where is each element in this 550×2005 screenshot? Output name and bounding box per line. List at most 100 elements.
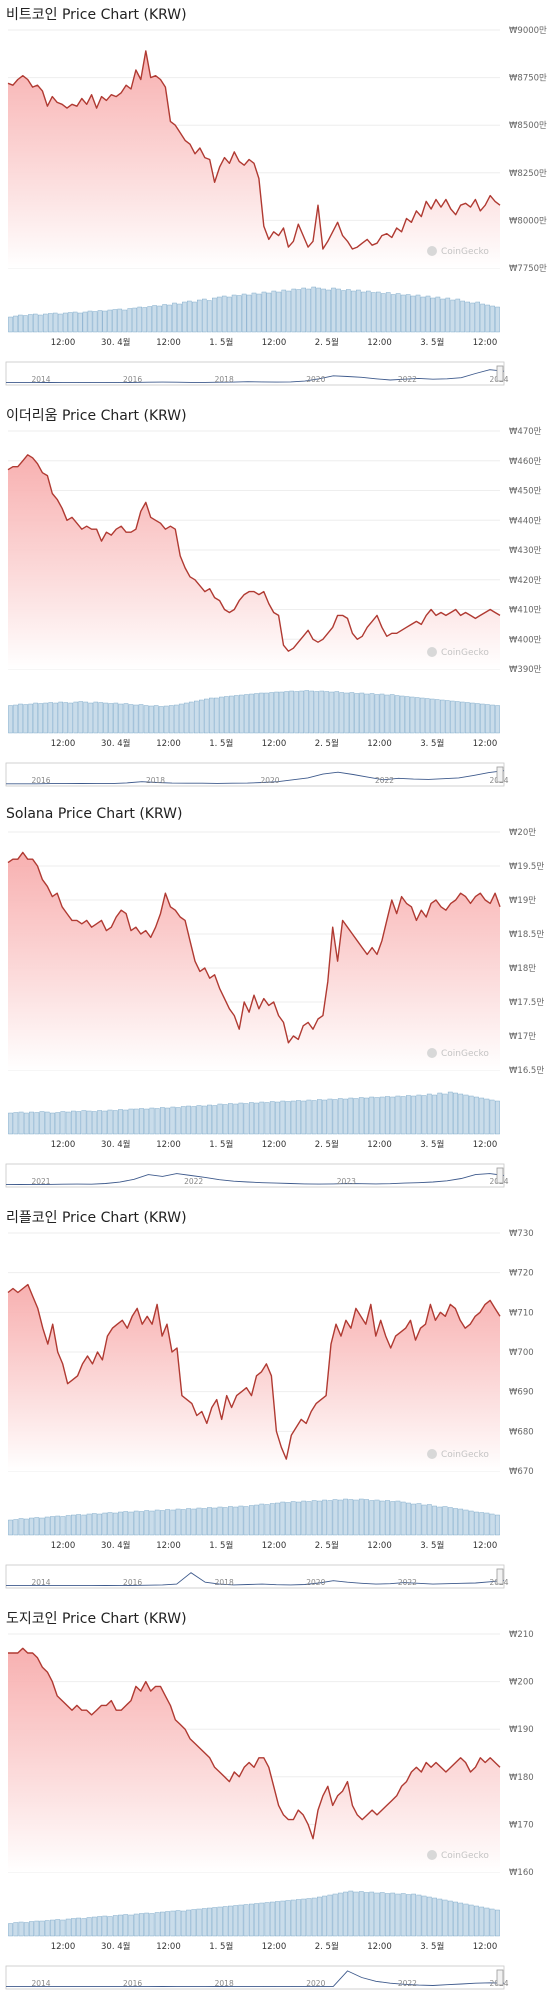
volume-bar (182, 301, 187, 333)
volume-bar (44, 1111, 50, 1135)
volume-bar (39, 1111, 45, 1135)
chart-panel-solana: Solana Price Chart (KRW) ₩20만 ₩19.5만 ₩19만 ₩… (0, 802, 550, 1203)
navigator-year-label: 2020 (260, 776, 279, 785)
volume-bar (196, 1908, 202, 1937)
navigator-handle[interactable] (496, 1568, 504, 1585)
x-tick-label: 1. 5월 (209, 1540, 233, 1551)
x-tick-label: 3. 5월 (420, 1139, 444, 1150)
navigator-handle[interactable] (496, 365, 504, 382)
volume-bar (34, 1517, 40, 1536)
volume-bar (18, 314, 23, 333)
navigator-year-label: 2016 (31, 776, 50, 785)
volume-bar (55, 1112, 61, 1135)
volume-bar (76, 1514, 82, 1536)
price-chart-svg[interactable]: ₩9000만 ₩8750만 ₩8500만 ₩8250만 ₩8000만 ₩7750만 Coin… (0, 0, 550, 401)
volume-bar (67, 312, 73, 333)
volume-bar (63, 702, 68, 734)
volume-bar (149, 1107, 155, 1135)
volume-bar (385, 1096, 390, 1135)
volume-bar (180, 1509, 186, 1536)
volume-bar (266, 292, 272, 333)
y-tick-label: ₩16.5만 (509, 1066, 544, 1076)
volume-bar (62, 312, 68, 333)
volume-bar (264, 692, 269, 734)
volume-bar (128, 704, 134, 734)
volume-bar (29, 1111, 34, 1135)
volume-bar (112, 1512, 118, 1536)
volume-bar (337, 1892, 343, 1937)
volume-bar (248, 1102, 254, 1135)
volume-bar (314, 691, 320, 734)
volume-bar (437, 1506, 443, 1536)
price-chart-svg[interactable]: ₩470만 ₩460만 ₩450만 ₩440만 ₩430만 ₩420만 ₩410만 ₩400만… (0, 401, 550, 802)
navigator-handle[interactable] (496, 1167, 504, 1184)
volume-bar (107, 309, 113, 333)
chart-panel-dogecoin: 도지코인 Price Chart (KRW) ₩210 ₩200 ₩190 ₩180 ₩… (0, 1604, 550, 2005)
x-tick-label: 30. 4월 (101, 738, 130, 749)
volume-bar (331, 287, 336, 333)
price-chart-svg[interactable]: ₩20만 ₩19.5만 ₩19만 ₩18.5만 ₩18만 ₩17.5만 ₩17만 ₩16.5만… (0, 802, 550, 1203)
volume-bar (207, 1507, 212, 1536)
volume-bar (317, 1896, 322, 1937)
volume-bar (201, 298, 207, 333)
volume-bar (48, 702, 53, 734)
navigator-year-label: 2022 (375, 776, 394, 785)
volume-bar (44, 1516, 50, 1536)
x-tick-label: 30. 4월 (101, 1941, 130, 1952)
volume-bar (23, 1518, 29, 1536)
x-tick-label: 12:00 (367, 1942, 392, 1952)
volume-bar (348, 1499, 354, 1536)
navigator-frame (5, 1564, 505, 1589)
volume-bar (133, 1108, 139, 1135)
navigator-handle[interactable] (496, 766, 504, 783)
volume-bar (484, 1098, 490, 1135)
volume-bar (275, 1502, 280, 1536)
volume-bar (495, 1514, 500, 1536)
volume-bar (358, 1097, 364, 1135)
volume-bar (231, 294, 237, 333)
volume-bar (107, 1916, 113, 1937)
chart-panel-bitcoin: 비트코인 Price Chart (KRW) ₩9000만 ₩8750만 ₩8500… (0, 0, 550, 401)
x-tick-label: 2. 5월 (315, 337, 339, 348)
volume-bar (348, 1097, 354, 1135)
x-tick-label: 12:00 (51, 338, 76, 348)
x-tick-label: 2. 5월 (315, 1540, 339, 1551)
volume-bar (390, 1892, 396, 1937)
y-tick-label: ₩180 (509, 1773, 534, 1783)
volume-bar (159, 1107, 165, 1135)
volume-bar (227, 1905, 233, 1937)
volume-bar (259, 1101, 265, 1135)
x-tick-label: 3. 5월 (420, 1540, 444, 1551)
y-tick-label: ₩8250만 (509, 169, 547, 179)
volume-bar (468, 1095, 474, 1135)
coingecko-logo-icon (427, 647, 437, 657)
volume-bar (321, 288, 326, 333)
volume-bar (154, 1912, 160, 1937)
price-line (8, 1647, 501, 1840)
price-line (7, 50, 501, 250)
volume-bar (426, 1896, 432, 1937)
volume-bar (91, 1111, 97, 1135)
volume-bar (339, 692, 345, 734)
price-chart-svg[interactable]: ₩210 ₩200 ₩190 ₩180 ₩170 ₩160 CoinGecko 12:00 30… (0, 1604, 550, 2005)
volume-bar (261, 291, 267, 333)
price-chart-svg[interactable]: ₩730 ₩720 ₩710 ₩700 ₩690 ₩680 ₩670 CoinGecko 12:… (0, 1203, 550, 1604)
volume-bar (43, 702, 48, 734)
volume-bar (406, 1502, 411, 1536)
volume-bar (33, 313, 38, 333)
volume-bar (52, 312, 58, 333)
volume-bar (327, 1894, 333, 1937)
volume-bar (222, 1507, 228, 1536)
volume-bar (112, 1110, 118, 1135)
navigator-handle[interactable] (496, 1969, 504, 1986)
volume-bar (112, 1915, 118, 1937)
volume-bar (259, 692, 264, 734)
chart-title: 이더리움 Price Chart (KRW) (6, 408, 187, 424)
volume-bar (154, 1108, 160, 1135)
y-tick-label: ₩420만 (509, 576, 542, 586)
volume-bar (201, 1908, 207, 1937)
volume-bar (374, 1892, 380, 1937)
x-tick-label: 12:00 (51, 1541, 76, 1551)
volume-bar (374, 694, 380, 734)
volume-bar (217, 1103, 223, 1135)
